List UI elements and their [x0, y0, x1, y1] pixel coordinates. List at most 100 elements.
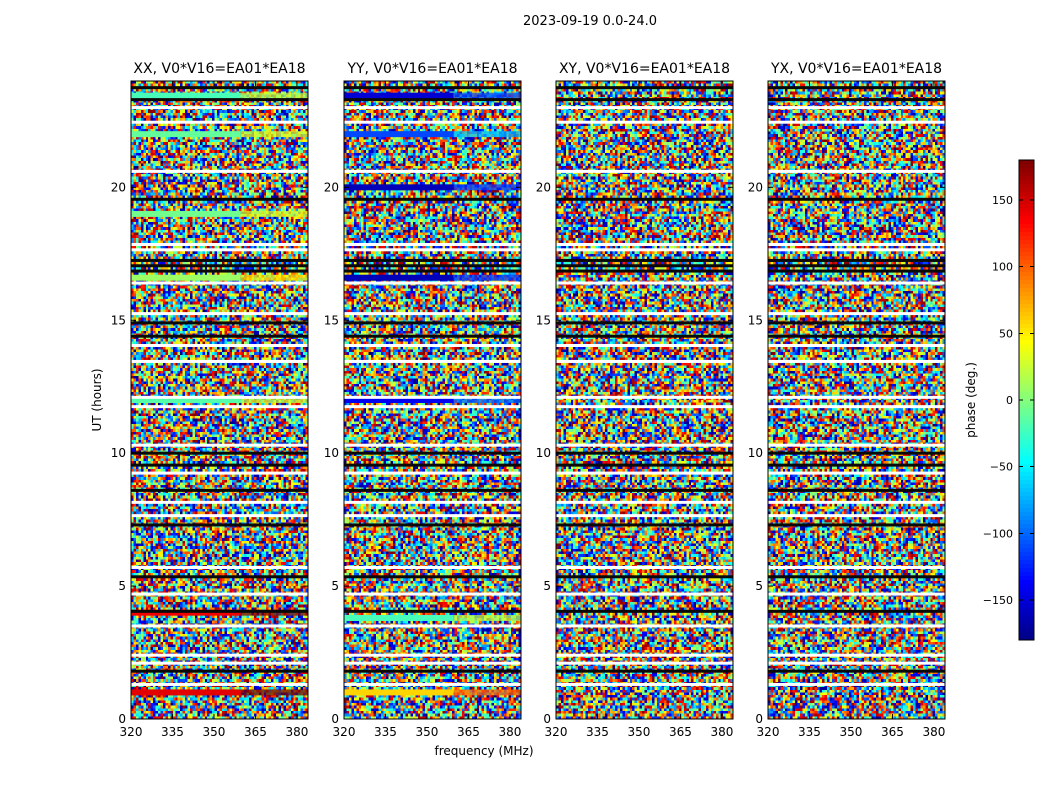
colorbar-segment [1019, 312, 1034, 317]
coherent-streak-tail [241, 689, 308, 695]
flagged-row [556, 472, 733, 475]
colorbar-segment [1019, 308, 1034, 313]
flagged-row [131, 514, 308, 517]
dark-row [556, 452, 733, 455]
colorbar-segment [1019, 204, 1034, 209]
panel-xy [556, 81, 733, 719]
dark-row [768, 610, 945, 613]
flagged-row [344, 444, 521, 447]
colorbar-segment [1019, 260, 1034, 265]
colorbar-segment [1019, 228, 1034, 233]
colorbar-segment [1019, 428, 1034, 433]
flagged-row [768, 344, 945, 347]
coherent-streak-tail [454, 184, 521, 190]
dark-row [768, 489, 945, 492]
colorbar-segment [1019, 320, 1034, 325]
colorbar-segment [1019, 616, 1034, 621]
flagged-row [768, 683, 945, 686]
colorbar-segment [1019, 184, 1034, 189]
dark-row [344, 321, 521, 324]
dark-row [556, 321, 733, 324]
flagged-row [131, 593, 308, 596]
coherent-streak [344, 689, 454, 695]
colorbar-segment [1019, 172, 1034, 177]
colorbar-segment [1019, 460, 1034, 465]
dark-row [768, 464, 945, 467]
colorbar-segment [1019, 600, 1034, 605]
colorbar-segment [1019, 280, 1034, 285]
flagged-row [768, 501, 945, 504]
colorbar [1019, 160, 1034, 641]
flagged-row [344, 396, 521, 399]
coherent-streak [131, 689, 241, 695]
dark-row [556, 464, 733, 467]
colorbar-segment [1019, 368, 1034, 373]
panel-title: XX, V0*V16=EA01*EA18 [133, 61, 305, 77]
colorbar-segment [1019, 584, 1034, 589]
flagged-row [344, 593, 521, 596]
y-tick-label: 0 [331, 712, 339, 726]
dark-row [131, 264, 308, 267]
dark-row [344, 670, 521, 673]
colorbar-segment [1019, 624, 1034, 629]
colorbar-segment [1019, 352, 1034, 357]
colorbar-segment [1019, 492, 1034, 497]
colorbar-segment [1019, 628, 1034, 633]
colorbar-segment [1019, 556, 1034, 561]
dark-row [131, 198, 308, 201]
colorbar-segment [1019, 376, 1034, 381]
colorbar-segment [1019, 360, 1034, 365]
colorbar-segment [1019, 416, 1034, 421]
x-tick-label: 350 [416, 725, 439, 739]
dark-row [344, 270, 521, 273]
flagged-row [344, 472, 521, 475]
colorbar-segment [1019, 456, 1034, 461]
y-tick-label: 10 [536, 446, 551, 460]
dark-row [768, 335, 945, 338]
colorbar-segment [1019, 440, 1034, 445]
x-axis-label: frequency (MHz) [434, 744, 533, 758]
x-tick-label: 380 [922, 725, 945, 739]
dark-row [556, 259, 733, 262]
x-tick-label: 380 [498, 725, 521, 739]
flagged-row [556, 121, 733, 124]
y-tick-label: 10 [111, 446, 126, 460]
x-tick-label: 365 [669, 725, 692, 739]
flagged-row [768, 282, 945, 285]
coherent-streak-tail [241, 275, 308, 281]
colorbar-segment [1019, 536, 1034, 541]
y-tick-label: 20 [111, 180, 126, 194]
flagged-row [344, 248, 521, 251]
flagged-row [768, 106, 945, 109]
flagged-row [131, 344, 308, 347]
flagged-row [556, 662, 733, 665]
colorbar-segment [1019, 468, 1034, 473]
flagged-row [131, 405, 308, 408]
colorbar-segment [1019, 336, 1034, 341]
colorbar-label: phase (deg.) [964, 362, 978, 438]
dark-row [768, 523, 945, 526]
colorbar-segment [1019, 364, 1034, 369]
colorbar-segment [1019, 292, 1034, 297]
dark-row [131, 86, 308, 89]
colorbar-segment [1019, 240, 1034, 245]
flagged-row [556, 566, 733, 569]
coherent-streak [344, 184, 454, 190]
x-tick-label: 380 [285, 725, 308, 739]
colorbar-segment [1019, 500, 1034, 505]
coherent-streak [131, 93, 241, 99]
y-tick-label: 15 [111, 313, 126, 327]
flagged-row [344, 683, 521, 686]
flagged-row [768, 566, 945, 569]
flagged-row [344, 514, 521, 517]
x-tick-label: 335 [161, 725, 184, 739]
panel-title: YY, V0*V16=EA01*EA18 [346, 61, 517, 77]
flagged-row [344, 106, 521, 109]
flagged-row [131, 654, 308, 657]
colorbar-segment [1019, 444, 1034, 449]
x-tick-label: 320 [757, 725, 780, 739]
flagged-row [768, 444, 945, 447]
flagged-row [344, 312, 521, 315]
colorbar-segment [1019, 484, 1034, 489]
dark-row [344, 489, 521, 492]
